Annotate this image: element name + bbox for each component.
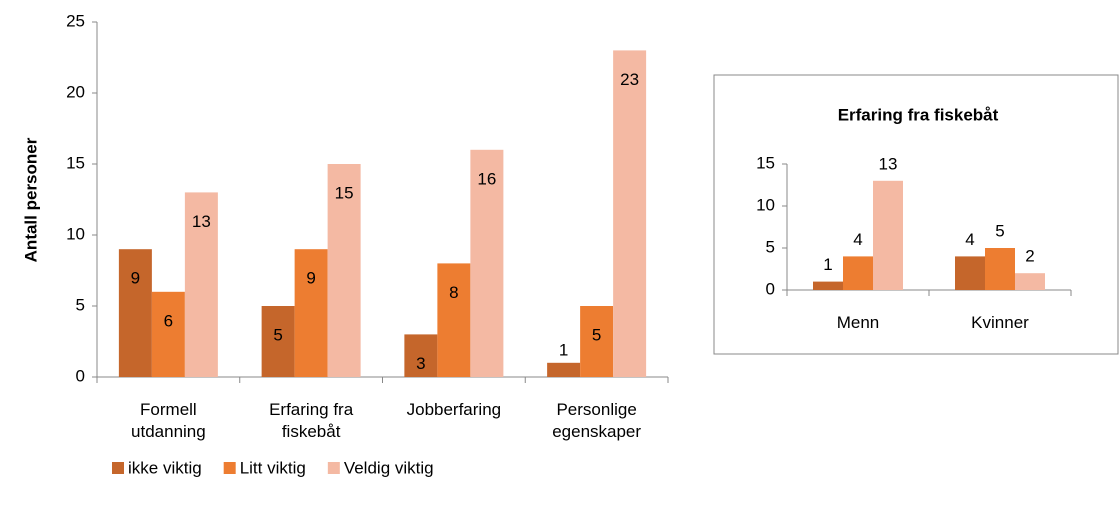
value-label: 13 [879,154,898,173]
bar [843,256,873,290]
value-label: 6 [164,311,173,330]
value-label: 15 [335,183,354,202]
value-label: 16 [477,169,496,188]
value-label: 5 [273,325,282,344]
x-tick-label: Menn [836,313,880,332]
y-tick-label: 5 [766,237,775,256]
value-label: 1 [823,255,832,274]
y-tick-label: 15 [756,153,775,172]
bar [404,334,438,377]
bar [327,164,361,377]
value-label: 5 [995,221,1004,240]
y-tick-label: 0 [76,366,85,385]
y-tick-label: 10 [756,195,775,214]
bar [470,149,504,377]
x-tick-label: Jobberfaring [406,400,502,419]
bar [294,249,328,377]
value-label: 9 [306,269,315,288]
legend-label: ikke viktig [128,458,202,477]
bar [813,281,843,290]
y-tick-label: 20 [66,82,85,101]
y-axis-label: Antall personer [21,137,40,262]
value-label: 3 [416,354,425,373]
x-tick-label: Formell utdanning [131,400,206,441]
bar [118,249,152,377]
bar [613,50,647,378]
bar [184,192,218,377]
y-tick-label: 25 [66,11,85,30]
legend-swatch [112,462,124,474]
bar [437,263,471,377]
bar [955,256,985,290]
value-label: 9 [131,269,140,288]
legend-swatch [327,462,340,474]
value-label: 2 [1025,247,1034,266]
value-label: 23 [620,70,639,89]
bar [151,291,185,377]
x-tick-label: Kvinner [971,313,1029,332]
y-tick-label: 0 [766,279,775,298]
value-label: 5 [592,325,601,344]
value-label: 1 [559,340,568,359]
x-tick-label: Personlige egenskaper [552,400,642,441]
legend-label: Veldig viktig [344,458,434,477]
y-tick-label: 10 [66,224,85,243]
value-label: 4 [965,230,974,249]
bar [580,306,614,377]
bar [873,180,903,290]
y-tick-label: 15 [66,153,85,172]
value-label: 8 [449,283,458,302]
value-label: 13 [192,212,211,231]
value-label: 4 [853,230,862,249]
y-tick-label: 5 [76,295,85,314]
inset-title: Erfaring fra fiskebåt [838,105,999,124]
bar [1015,273,1045,290]
legend-label: Litt viktig [240,458,306,477]
x-tick-label: Erfaring fra fiskebåt [269,400,354,441]
bar [547,362,581,377]
bar [985,248,1015,290]
inset-frame [713,74,1119,355]
legend-swatch [223,462,236,474]
bar [261,306,295,377]
